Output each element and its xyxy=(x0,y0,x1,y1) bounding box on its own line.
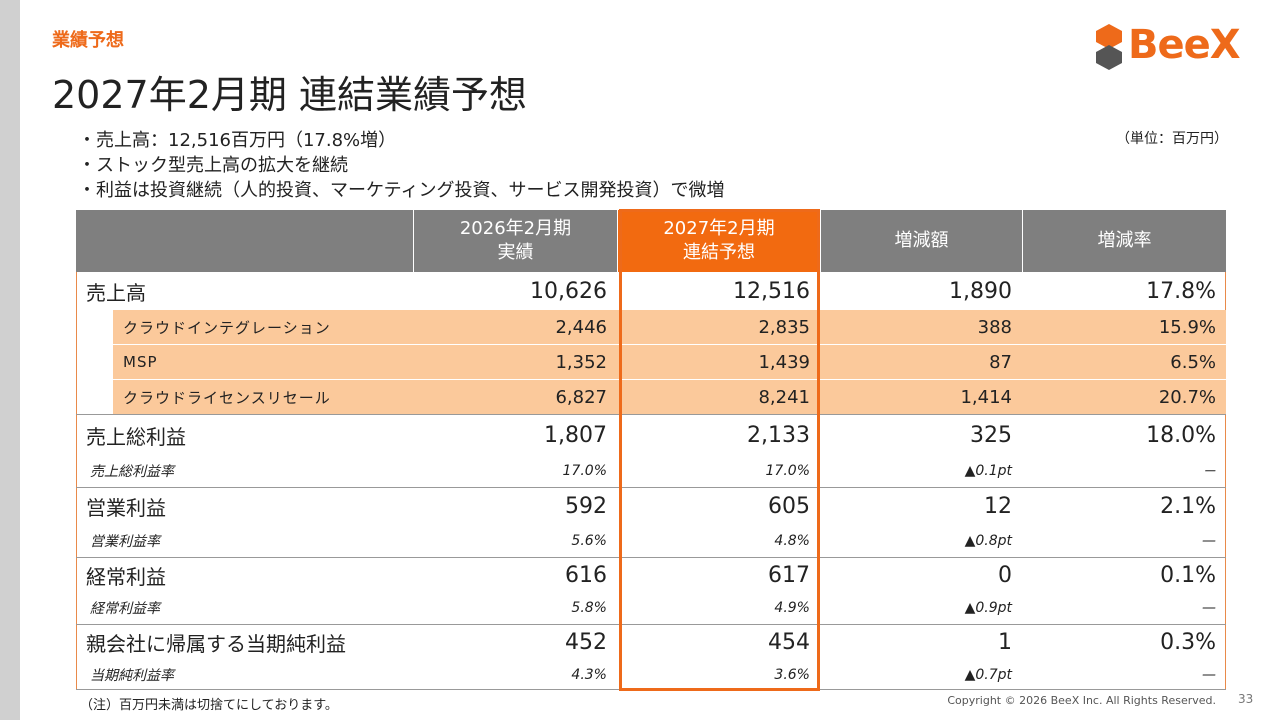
value-cell: 1,439 xyxy=(617,345,820,380)
row-indent xyxy=(76,380,113,415)
header-text: 2027年2月期 xyxy=(663,218,775,239)
row-label: 売上高 xyxy=(86,280,146,305)
value-cell: 17.0% xyxy=(413,455,617,488)
value-cell: 17.8% xyxy=(1146,278,1216,304)
header-text: 増減額 xyxy=(894,230,949,251)
value-cell: － xyxy=(1022,455,1226,488)
section-label: 業績予想 xyxy=(52,30,124,51)
value-cell: 12 xyxy=(984,494,1012,519)
value-cell: ▲0.1pt xyxy=(820,455,1022,488)
value-cell: 87 xyxy=(820,345,1022,380)
value-cell: 2,133 xyxy=(747,422,810,448)
value-cell: 5.6% xyxy=(413,525,617,558)
value-cell: 10,626 xyxy=(530,278,607,304)
row-label: クラウドライセンスリセール xyxy=(113,380,413,415)
header-cell: 増減率 xyxy=(1022,210,1226,272)
header-text: 2026年2月期 xyxy=(459,218,572,239)
page-number: 33 xyxy=(1238,692,1254,706)
bullet-list: ・売上高：12,516百万円（17.8%増） ・ストック型売上高の拡大を継続・利益… xyxy=(78,128,725,203)
bullet: ・利益は投資継続（人的投資、マーケティング投資、サービス開発投資）で微増 xyxy=(78,180,725,201)
value-cell: 18.0% xyxy=(1146,422,1216,448)
header-cell xyxy=(76,210,413,272)
bullet: ・売上高：12,516百万円（17.8%増） xyxy=(78,130,397,151)
value-cell: 12,516 xyxy=(733,278,810,304)
row-label: 経常利益 xyxy=(86,564,166,589)
header-cell: 増減額 xyxy=(820,210,1022,272)
forecast-highlight xyxy=(619,209,820,691)
value-cell: 1 xyxy=(998,630,1012,655)
value-cell: 325 xyxy=(970,422,1012,448)
value-cell: 5.8% xyxy=(413,592,617,625)
value-cell: — xyxy=(1022,660,1226,690)
row-label: クラウドインテグレーション xyxy=(113,310,413,345)
value-cell: 1,807 xyxy=(544,422,607,448)
value-cell: 4.8% xyxy=(617,525,820,558)
value-cell: ▲0.8pt xyxy=(820,525,1022,558)
header-text: 連結予想 xyxy=(683,242,755,263)
value-cell: 1,414 xyxy=(820,380,1022,415)
logo-text: BeeX xyxy=(1128,22,1241,68)
value-cell: 20.7% xyxy=(1022,380,1226,415)
value-cell: 4.9% xyxy=(617,592,820,625)
value-cell: 6,827 xyxy=(413,380,617,415)
value-cell: 0.1% xyxy=(1160,562,1216,588)
value-cell: 616 xyxy=(565,562,607,588)
value-cell: ▲0.9pt xyxy=(820,592,1022,625)
value-cell: 454 xyxy=(768,630,810,655)
row-label: 当期純利益率 xyxy=(76,660,413,690)
value-cell: 1,352 xyxy=(413,345,617,380)
value-cell: 2.1% xyxy=(1160,494,1216,519)
footnote: （注）百万円未満は切捨てにしております。 xyxy=(80,698,338,713)
value-cell: 6.5% xyxy=(1022,345,1226,380)
value-cell: 0.3% xyxy=(1160,630,1216,655)
side-bar xyxy=(0,0,20,720)
value-cell: 605 xyxy=(768,494,810,519)
header-text: 実績 xyxy=(497,242,534,263)
value-cell: 8,241 xyxy=(617,380,820,415)
row-label: 営業利益率 xyxy=(76,525,413,558)
unit-note: （単位：百万円） xyxy=(1116,131,1228,147)
row-label: 売上総利益率 xyxy=(76,455,413,488)
value-cell: ▲0.7pt xyxy=(820,660,1022,690)
value-cell: 592 xyxy=(565,494,607,519)
value-cell: — xyxy=(1022,592,1226,625)
slide-title: 2027年2月期 連結業績予想 xyxy=(52,73,527,117)
value-cell: 2,446 xyxy=(413,310,617,345)
value-cell: 452 xyxy=(565,630,607,655)
row-label: MSP xyxy=(113,345,413,380)
header-cell: 2027年2月期 連結予想 xyxy=(617,210,820,272)
row-label: 経常利益率 xyxy=(76,592,413,625)
value-cell: — xyxy=(1022,525,1226,558)
value-cell: 17.0% xyxy=(617,455,820,488)
value-cell: 15.9% xyxy=(1022,310,1226,345)
row-label: 親会社に帰属する当期純利益 xyxy=(86,632,346,656)
value-cell: 1,890 xyxy=(949,278,1012,304)
value-cell: 4.3% xyxy=(413,660,617,690)
value-cell: 388 xyxy=(820,310,1022,345)
value-cell: 0 xyxy=(998,562,1012,588)
header-cell: 2026年2月期 実績 xyxy=(413,210,617,272)
value-cell: 617 xyxy=(768,562,810,588)
row-label: 売上総利益 xyxy=(86,424,186,449)
logo-mark xyxy=(1096,24,1122,70)
header-text: 増減率 xyxy=(1097,230,1152,251)
copyright: Copyright © 2026 BeeX Inc. All Rights Re… xyxy=(947,694,1216,707)
value-cell: 2,835 xyxy=(617,310,820,345)
row-label: 営業利益 xyxy=(86,496,166,520)
bullet: ・ストック型売上高の拡大を継続 xyxy=(78,155,348,176)
